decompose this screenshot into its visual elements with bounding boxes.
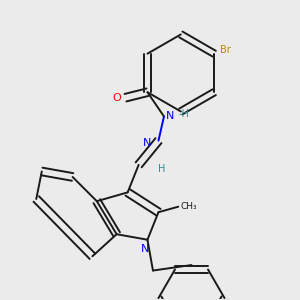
- Text: N: N: [141, 244, 149, 254]
- Text: N: N: [166, 111, 175, 122]
- Text: N: N: [143, 138, 152, 148]
- Text: -H: -H: [178, 109, 189, 119]
- Text: H: H: [158, 164, 166, 174]
- Text: Br: Br: [220, 45, 230, 56]
- Text: CH₃: CH₃: [181, 202, 197, 211]
- Text: O: O: [112, 93, 121, 103]
